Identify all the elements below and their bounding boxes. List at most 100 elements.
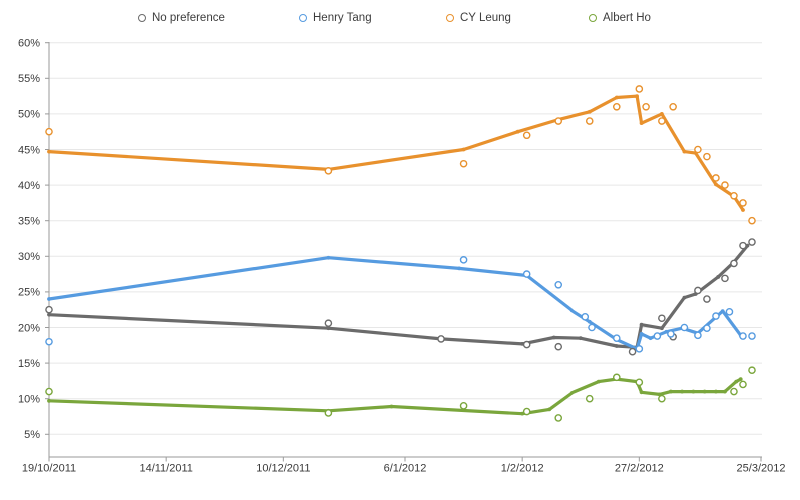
legend-marker-icon <box>446 14 454 22</box>
x-tick-label: 25/3/2012 <box>737 463 786 475</box>
poll-point-cy-leung <box>739 199 747 207</box>
trend-marker-no-preference <box>682 295 687 300</box>
poll-point-albert-ho <box>45 387 53 396</box>
trend-marker-cy-leung <box>587 109 592 114</box>
trend-marker-henry-tang <box>326 255 331 260</box>
poll-point-no-preference <box>658 314 666 323</box>
trend-marker-albert-ho <box>738 377 743 382</box>
poll-point-cy-leung <box>522 131 531 140</box>
trend-marker-henry-tang <box>569 308 574 313</box>
poll-point-no-preference <box>324 319 333 328</box>
trend-marker-cy-leung <box>47 149 51 154</box>
trend-marker-albert-ho <box>714 389 718 394</box>
trend-marker-albert-ho <box>596 379 601 384</box>
trend-marker-albert-ho <box>639 390 644 395</box>
poll-point-henry-tang <box>612 334 621 342</box>
poll-point-cy-leung <box>712 174 720 182</box>
poll-point-henry-tang <box>748 332 756 340</box>
poll-point-cy-leung <box>585 117 594 125</box>
poll-point-cy-leung <box>721 181 729 189</box>
trend-line-cy-leung <box>47 94 745 212</box>
poll-point-henry-tang <box>588 323 596 332</box>
poll-point-no-preference <box>748 238 756 246</box>
trend-marker-albert-ho <box>389 404 394 409</box>
poll-point-no-preference <box>628 347 637 356</box>
poll-point-henry-tang <box>581 313 590 321</box>
y-tick-label: 55% <box>18 73 40 85</box>
legend-item-label: Albert Ho <box>603 12 651 24</box>
poll-point-albert-ho <box>459 402 468 410</box>
trend-marker-no-preference <box>639 322 644 327</box>
poll-point-cy-leung <box>658 117 666 125</box>
poll-point-henry-tang <box>667 330 675 338</box>
poll-point-albert-ho <box>635 378 644 387</box>
poll-point-cy-leung <box>748 216 756 225</box>
poll-point-cy-leung <box>703 152 711 161</box>
y-tick-label: 45% <box>18 144 40 156</box>
trend-marker-no-preference <box>47 312 51 317</box>
poll-point-no-preference <box>694 286 702 295</box>
trend-marker-albert-ho <box>668 389 673 394</box>
legend-marker-icon <box>299 14 307 22</box>
y-tick-label: 10% <box>18 394 40 406</box>
y-tick-label: 15% <box>18 358 40 370</box>
y-tick-label: 25% <box>18 287 40 299</box>
poll-point-albert-ho <box>739 380 747 389</box>
trend-marker-cy-leung <box>461 147 466 152</box>
poll-point-cy-leung <box>554 117 563 125</box>
legend-item-no-preference: No preference <box>138 12 225 24</box>
poll-point-cy-leung <box>730 191 738 200</box>
poll-point-albert-ho <box>324 409 333 417</box>
trend-marker-cy-leung <box>682 149 687 154</box>
trend-marker-cy-leung <box>741 208 745 212</box>
trend-marker-albert-ho <box>723 389 727 394</box>
trend-marker-no-preference <box>578 336 583 341</box>
y-tick-label: 5% <box>24 429 40 441</box>
poll-point-albert-ho <box>522 407 531 416</box>
poll-point-albert-ho <box>658 394 666 403</box>
poll-point-henry-tang <box>459 256 468 264</box>
poll-point-no-preference <box>703 295 711 303</box>
legend-item-cy-leung: CY Leung <box>446 12 511 24</box>
trend-marker-albert-ho <box>547 407 552 412</box>
poll-point-albert-ho <box>554 414 563 422</box>
x-tick-label: 1/2/2012 <box>501 463 544 475</box>
y-tick-label: 35% <box>18 216 40 228</box>
poll-point-henry-tang <box>522 270 531 278</box>
trend-marker-no-preference <box>551 335 556 340</box>
legend-item-albert-ho: Albert Ho <box>589 12 651 24</box>
poll-point-henry-tang <box>554 280 563 289</box>
poll-point-no-preference <box>721 274 729 283</box>
poll-point-henry-tang <box>635 345 644 353</box>
trend-marker-cy-leung <box>659 112 664 116</box>
x-tick-label: 19/10/2011 <box>22 463 76 475</box>
trend-marker-henry-tang <box>457 266 461 271</box>
trend-marker-cy-leung <box>639 121 644 126</box>
trend-marker-albert-ho <box>734 379 739 384</box>
legend-item-label: No preference <box>152 12 225 24</box>
y-tick-label: 60% <box>18 38 40 50</box>
trend-marker-albert-ho <box>47 398 51 403</box>
legend-item-label: CY Leung <box>460 12 511 24</box>
poll-point-no-preference <box>739 241 747 250</box>
poll-point-cy-leung <box>642 102 650 111</box>
trend-marker-albert-ho <box>702 389 707 394</box>
y-tick-label: 30% <box>18 251 40 263</box>
poll-point-cy-leung <box>635 85 644 93</box>
x-tick-label: 6/1/2012 <box>384 463 427 475</box>
poll-point-cy-leung <box>459 159 468 168</box>
trend-marker-henry-tang <box>639 332 644 336</box>
trend-marker-henry-tang <box>587 319 592 324</box>
legend-item-henry-tang: Henry Tang <box>299 12 372 24</box>
trend-marker-no-preference <box>326 326 331 331</box>
poll-point-henry-tang <box>680 323 689 332</box>
poll-point-cy-leung <box>694 145 702 154</box>
poll-point-henry-tang <box>653 332 662 340</box>
trend-marker-albert-ho <box>680 389 685 394</box>
poll-point-no-preference <box>554 342 563 351</box>
poll-point-no-preference <box>730 259 738 268</box>
poll-point-albert-ho <box>585 394 594 403</box>
poll-point-no-preference <box>437 335 445 343</box>
trend-marker-henry-tang <box>47 297 51 301</box>
